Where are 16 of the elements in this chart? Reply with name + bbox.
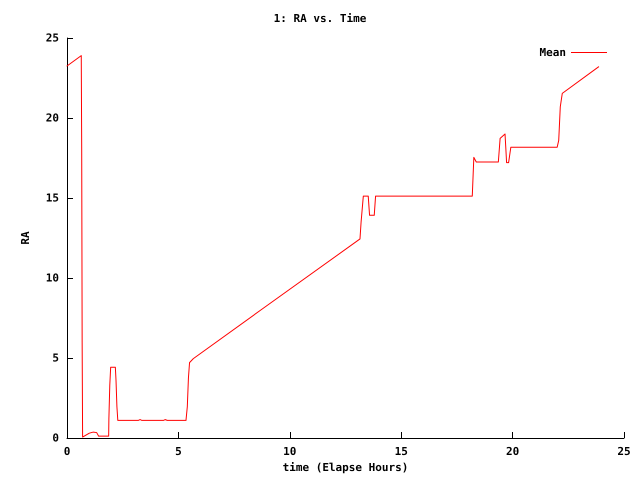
y-tick-label: 15 <box>46 192 59 204</box>
x-tick-label: 10 <box>283 445 296 458</box>
x-tick-label: 25 <box>617 445 631 458</box>
x-tick-label: 0 <box>64 445 70 458</box>
y-tick-label: 5 <box>52 352 59 364</box>
y-axis-title: RA <box>19 231 32 245</box>
y-tick-label: 0 <box>52 432 59 444</box>
x-tick-label: 15 <box>394 445 408 458</box>
x-tick-label: 20 <box>506 445 520 458</box>
y-tick-label: 10 <box>46 272 59 284</box>
legend-label: Mean <box>540 46 566 59</box>
x-axis-title: time (Elapse Hours) <box>282 460 408 474</box>
x-tick-label: 5 <box>175 445 182 458</box>
y-tick-label: 25 <box>46 32 59 44</box>
chart-title: 1: RA vs. Time <box>274 12 367 25</box>
y-tick-label: 20 <box>46 112 59 124</box>
